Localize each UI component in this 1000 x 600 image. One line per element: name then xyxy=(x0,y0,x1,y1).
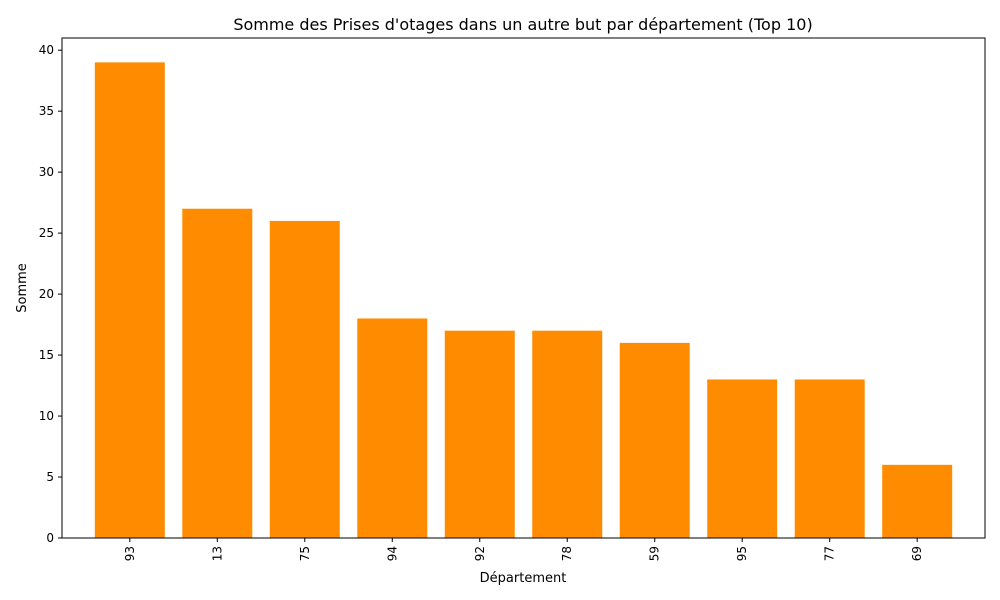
x-tick-label: 59 xyxy=(648,546,662,561)
bar-13 xyxy=(182,208,253,539)
bar-93 xyxy=(94,62,165,538)
y-tick-label: 20 xyxy=(39,287,54,301)
y-axis-label: Somme xyxy=(15,263,30,313)
y-tick-label: 0 xyxy=(46,531,54,545)
bar-78 xyxy=(532,330,603,538)
y-tick-label: 10 xyxy=(39,409,54,423)
x-tick-label: 93 xyxy=(123,546,137,561)
bar-94 xyxy=(357,318,428,538)
bar-75 xyxy=(269,220,340,539)
y-tick-label: 15 xyxy=(39,348,54,362)
x-tick-label: 95 xyxy=(735,546,749,561)
plot-area xyxy=(61,37,986,539)
x-tick-label: 78 xyxy=(560,546,574,561)
bar-92 xyxy=(444,330,515,538)
bar-77 xyxy=(794,379,865,538)
y-tick-label: 35 xyxy=(39,104,54,118)
bar-95 xyxy=(707,379,778,538)
x-tick-label: 75 xyxy=(298,546,312,561)
x-axis: 93 13 75 94 92 78 59 95 77 69 xyxy=(123,538,924,561)
y-tick-label: 30 xyxy=(39,165,54,179)
bar-69 xyxy=(882,464,953,538)
y-tick-label: 5 xyxy=(46,470,54,484)
y-tick-label: 25 xyxy=(39,226,54,240)
x-tick-label: 13 xyxy=(210,546,224,561)
plot-frame xyxy=(61,37,986,539)
x-axis-label: Département xyxy=(480,571,567,586)
chart-title: Somme des Prises d'otages dans un autre … xyxy=(233,15,812,34)
x-tick-label: 92 xyxy=(473,546,487,561)
bar-59 xyxy=(619,342,690,538)
x-tick-label: 69 xyxy=(910,546,924,561)
y-axis: 0 5 10 15 20 25 30 35 40 xyxy=(39,43,62,545)
x-tick-label: 94 xyxy=(385,546,399,561)
x-tick-label: 77 xyxy=(823,546,837,561)
y-tick-label: 40 xyxy=(39,43,54,57)
